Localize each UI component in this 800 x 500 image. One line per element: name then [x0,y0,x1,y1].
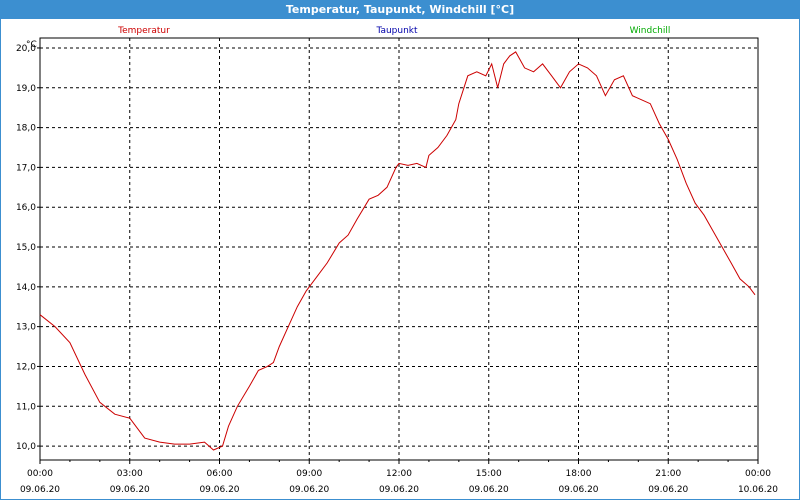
x-tick-time: 21:00 [655,469,681,479]
x-tick-date: 09.06.20 [110,485,150,495]
x-tick-date: 10.06.20 [738,485,778,495]
legend-temperatur: Temperatur [117,26,170,36]
x-tick-date: 09.06.20 [648,485,688,495]
x-tick-time: 00:00 [745,469,771,479]
x-tick-time: 12:00 [386,469,412,479]
x-tick-date: 09.06.20 [558,485,598,495]
x-tick-date: 09.06.20 [379,485,419,495]
x-tick-time: 18:00 [566,469,592,479]
legend-windchill: Windchill [630,26,671,36]
y-tick-label: 14,0 [16,283,36,293]
y-tick-label: 17,0 [16,163,36,173]
x-tick-time: 00:00 [27,469,53,479]
chart-title: Temperatur, Taupunkt, Windchill [°C] [1,1,799,19]
y-tick-label: 11,0 [16,402,36,412]
y-tick-label: 18,0 [16,124,36,134]
y-tick-label: 16,0 [16,203,36,213]
y-tick-label: 19,0 [16,84,36,94]
x-tick-date: 09.06.20 [289,485,329,495]
x-tick-date: 09.06.20 [199,485,239,495]
y-tick-label: 20,0 [16,44,36,54]
series-line-temperatur [39,51,756,451]
x-tick-time: 03:00 [117,469,143,479]
y-tick-label: 10,0 [16,442,36,452]
x-tick-time: 09:00 [296,469,322,479]
y-tick-label: 12,0 [16,362,36,372]
legend-taupunkt: Taupunkt [375,26,418,36]
y-axis-unit: °C [26,40,37,50]
y-tick-label: 15,0 [16,243,36,253]
x-tick-date: 09.06.20 [20,485,60,495]
x-tick-date: 09.06.20 [469,485,509,495]
y-tick-label: 13,0 [16,323,36,333]
x-tick-time: 06:00 [207,469,233,479]
x-tick-time: 15:00 [476,469,502,479]
